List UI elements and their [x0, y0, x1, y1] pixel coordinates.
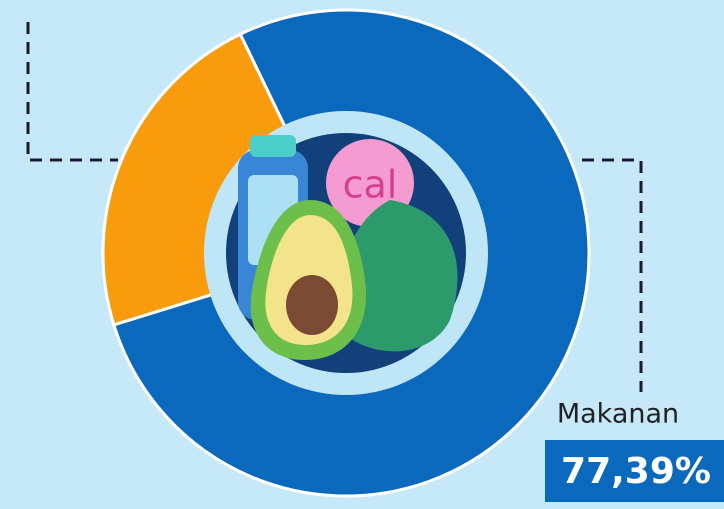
food-icon: cal [238, 135, 458, 360]
slice-label: Makanan [557, 399, 679, 430]
icon-text: cal [343, 163, 398, 207]
donut [101, 8, 591, 498]
value-label: 77,39% [561, 451, 711, 492]
value-label-box [545, 440, 724, 502]
leader-line [26, 22, 118, 162]
